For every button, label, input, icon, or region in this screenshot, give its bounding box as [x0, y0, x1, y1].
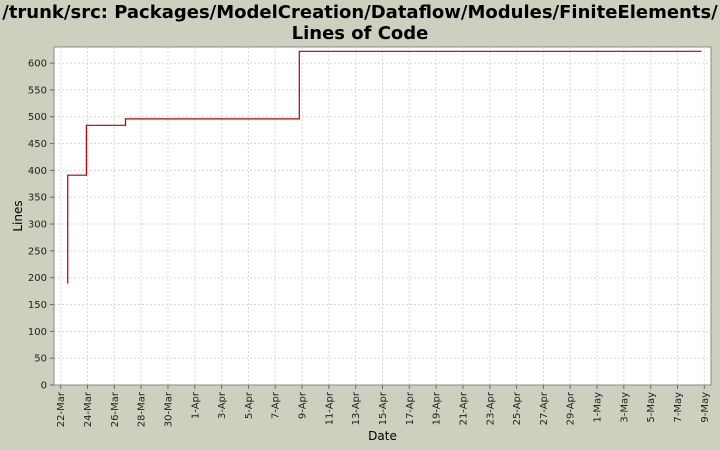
y-tick-label: 250: [28, 246, 47, 257]
x-tick-label: 1-May: [593, 392, 604, 423]
x-tick-label: 24-Mar: [83, 391, 94, 427]
x-tick-label: 13-Apr: [351, 391, 362, 425]
y-tick-label: 400: [28, 166, 47, 177]
x-tick-label: 23-Apr: [485, 391, 496, 425]
x-tick-label: 5-May: [646, 392, 657, 423]
x-tick-label: 30-Mar: [163, 391, 174, 427]
x-tick-label: 7-May: [673, 392, 684, 423]
x-tick-label: 28-Mar: [137, 391, 148, 427]
y-tick-label: 100: [28, 327, 47, 338]
x-tick-label: 21-Apr: [458, 391, 469, 425]
x-tick-label: 9-May: [700, 392, 711, 423]
x-tick-label: 17-Apr: [405, 391, 416, 425]
x-tick-label: 7-Apr: [271, 391, 282, 419]
x-tick-label: 3-May: [619, 392, 630, 423]
x-tick-label: 25-Apr: [512, 391, 523, 425]
x-tick-label: 11-Apr: [324, 391, 335, 425]
x-tick-label: 15-Apr: [378, 391, 389, 425]
x-tick-label: 3-Apr: [217, 391, 228, 419]
x-tick-label: 5-Apr: [244, 391, 255, 419]
x-tick-label: 19-Apr: [432, 391, 443, 425]
y-tick-label: 350: [28, 193, 47, 204]
y-tick-label: 550: [28, 85, 47, 96]
x-tick-label: 22-Mar: [56, 391, 67, 427]
series-line: [67, 50, 702, 284]
y-tick-label: 300: [28, 220, 47, 231]
x-axis-label: Date: [368, 429, 397, 443]
x-tick-label: 27-Apr: [539, 391, 550, 425]
y-tick-label: 450: [28, 139, 47, 150]
x-tick-label: 29-Apr: [566, 391, 577, 425]
y-tick-label: 50: [34, 354, 47, 365]
x-tick-label: 1-Apr: [190, 391, 201, 419]
y-tick-label: 500: [28, 112, 47, 123]
chart-title-line-2: Lines of Code: [291, 23, 429, 44]
chart-title-line-1: /trunk/src: Packages/ModelCreation/Dataf…: [2, 2, 718, 23]
x-tick-label: 9-Apr: [298, 391, 309, 419]
y-axis-label: Lines: [11, 200, 25, 231]
y-tick-label: 0: [41, 381, 47, 392]
y-tick-label: 600: [28, 59, 47, 70]
y-tick-label: 200: [28, 273, 47, 284]
y-tick-label: 150: [28, 300, 47, 311]
x-tick-label: 26-Mar: [110, 391, 121, 427]
